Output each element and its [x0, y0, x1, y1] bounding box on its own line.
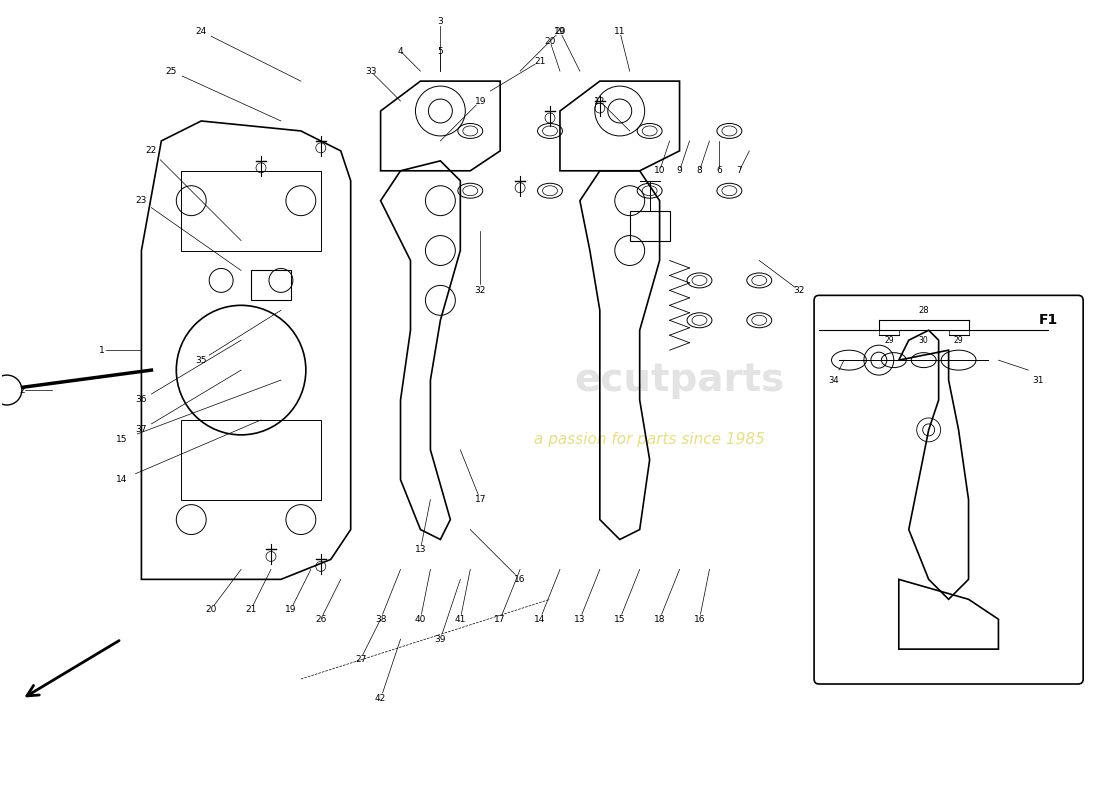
Text: 32: 32 — [793, 286, 805, 295]
Text: 40: 40 — [415, 614, 426, 624]
Text: 13: 13 — [574, 614, 585, 624]
Text: 28: 28 — [918, 306, 930, 315]
Text: 26: 26 — [315, 614, 327, 624]
Text: 32: 32 — [474, 286, 486, 295]
Bar — [629, 210, 670, 241]
Text: 9: 9 — [676, 166, 682, 175]
Bar — [251, 270, 290, 300]
Text: 15: 15 — [116, 435, 128, 444]
Circle shape — [0, 375, 22, 405]
Text: 22: 22 — [146, 146, 157, 155]
Text: 16: 16 — [515, 575, 526, 584]
Text: 20: 20 — [544, 37, 556, 46]
Text: 31: 31 — [1033, 375, 1044, 385]
Text: 30: 30 — [918, 336, 928, 345]
Text: 33: 33 — [365, 66, 376, 76]
Text: 35: 35 — [196, 356, 207, 365]
Text: 20: 20 — [206, 605, 217, 614]
Text: 7: 7 — [737, 166, 742, 175]
Text: 2: 2 — [19, 386, 24, 394]
Text: 14: 14 — [116, 475, 128, 484]
Text: 13: 13 — [415, 545, 426, 554]
Text: 12: 12 — [594, 97, 605, 106]
Text: 17: 17 — [474, 495, 486, 504]
Text: 21: 21 — [245, 605, 256, 614]
Text: 19: 19 — [285, 605, 297, 614]
Text: ecutparts: ecutparts — [574, 361, 784, 399]
Text: 34: 34 — [828, 375, 839, 385]
Text: 20: 20 — [554, 26, 565, 36]
Text: 42: 42 — [375, 694, 386, 703]
Text: 39: 39 — [434, 634, 447, 644]
Text: 41: 41 — [454, 614, 466, 624]
Text: a passion for parts since 1985: a passion for parts since 1985 — [535, 432, 766, 447]
FancyBboxPatch shape — [814, 295, 1084, 684]
Text: 15: 15 — [614, 614, 626, 624]
Text: 5: 5 — [438, 46, 443, 56]
Text: 24: 24 — [196, 26, 207, 36]
Text: 37: 37 — [135, 426, 147, 434]
Text: 10: 10 — [653, 166, 666, 175]
Text: 29: 29 — [954, 336, 964, 345]
Text: 25: 25 — [166, 66, 177, 76]
Text: 19: 19 — [554, 26, 565, 36]
Text: 4: 4 — [398, 46, 404, 56]
Text: F1: F1 — [1038, 314, 1058, 327]
Text: 18: 18 — [653, 614, 666, 624]
Text: 8: 8 — [696, 166, 703, 175]
Text: 1: 1 — [99, 346, 104, 354]
Bar — [182, 170, 321, 250]
Text: 23: 23 — [135, 196, 147, 205]
Text: 3: 3 — [438, 17, 443, 26]
Text: 16: 16 — [694, 614, 705, 624]
Text: 38: 38 — [375, 614, 386, 624]
Text: 27: 27 — [355, 654, 366, 663]
Text: 36: 36 — [135, 395, 147, 405]
Text: 14: 14 — [535, 614, 546, 624]
Text: 11: 11 — [614, 26, 626, 36]
Bar — [182, 420, 321, 500]
Text: 29: 29 — [884, 336, 893, 345]
Text: 19: 19 — [474, 97, 486, 106]
Text: 6: 6 — [716, 166, 723, 175]
Text: 21: 21 — [535, 57, 546, 66]
Text: 17: 17 — [494, 614, 506, 624]
